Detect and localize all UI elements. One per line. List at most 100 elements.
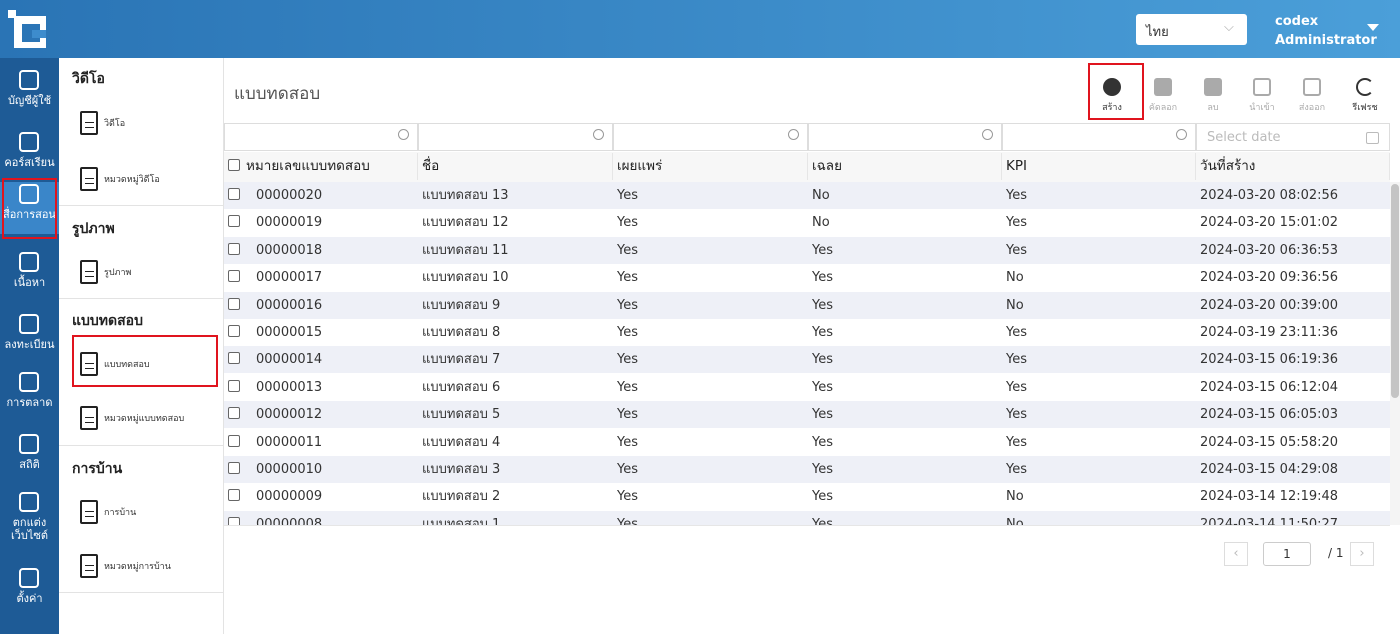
cell-text: 00000010 <box>256 462 323 477</box>
column-header[interactable]: หมายเลขแบบทดสอบ <box>224 153 418 180</box>
row-checkbox[interactable] <box>228 242 240 255</box>
nav-item[interactable]: คอร์สเรียน <box>0 130 59 186</box>
language-label: ไทย <box>1146 25 1169 40</box>
row-checkbox[interactable] <box>228 325 240 337</box>
table-cell: Yes <box>613 429 808 456</box>
table-row[interactable]: 00000019 แบบทดสอบ 12 Yes No Yes 2024-03-20 15… <box>224 209 1390 237</box>
menu-item[interactable]: หมวดหมู่การบ้าน <box>80 549 171 583</box>
row-checkbox[interactable] <box>228 489 240 502</box>
table-cell: 00000014 <box>224 346 418 373</box>
cell-text: Yes <box>1006 242 1027 258</box>
table-row[interactable]: 00000015 แบบทดสอบ 8 Yes Yes Yes 2024-03-19 23… <box>224 319 1390 346</box>
nav-icon <box>19 434 39 454</box>
cell-text: Yes <box>1006 379 1027 395</box>
cell-text: แบบทดสอบ 6 <box>422 379 501 395</box>
toolbar-button[interactable]: คัดลอก <box>1138 78 1188 114</box>
user-menu[interactable]: codex Administrator <box>1275 12 1377 50</box>
select-all-checkbox[interactable] <box>228 159 240 171</box>
nav-item[interactable]: สื่อการสอน <box>0 182 59 234</box>
row-checkbox[interactable] <box>228 434 240 447</box>
row-checkbox[interactable] <box>228 516 240 525</box>
table-cell: แบบทดสอบ 3 <box>418 456 613 483</box>
table-cell: 2024-03-20 09:36:56 <box>1196 264 1390 291</box>
prev-page[interactable]: ‹ <box>1224 542 1248 566</box>
cell-text: Yes <box>617 188 638 203</box>
nav-icon <box>19 492 39 512</box>
column-header[interactable]: เผยแพร่ <box>613 153 808 180</box>
page-title: แบบทดสอบ <box>234 84 321 104</box>
cell-text: Yes <box>812 489 833 505</box>
menu-item[interactable]: วิดีโอ <box>80 106 125 140</box>
row-checkbox[interactable] <box>228 188 240 200</box>
nav-label: บัญชีผู้ใช้ <box>7 94 52 107</box>
nav-item[interactable]: เนื้อหา <box>0 250 59 306</box>
table-cell: Yes <box>613 346 808 373</box>
table-cell: แบบทดสอบ 7 <box>418 346 613 373</box>
toolbar-button[interactable]: สร้าง <box>1087 78 1137 114</box>
menu-label: แบบทดสอบ <box>104 360 150 370</box>
nav-item[interactable]: สถิติ <box>0 432 59 488</box>
cell-text: Yes <box>1006 188 1027 203</box>
toolbar-label: รีเฟรช <box>1352 103 1378 113</box>
table-row[interactable]: 00000009 แบบทดสอบ 2 Yes Yes No 2024-03-14 12:… <box>224 483 1390 511</box>
menu-item[interactable]: รูปภาพ <box>80 255 131 289</box>
table-row[interactable]: 00000020 แบบทดสอบ 13 Yes No Yes 2024-03-20 08… <box>224 182 1390 209</box>
nav-item[interactable]: บัญชีผู้ใช้ <box>0 68 59 124</box>
table-cell: 2024-03-14 12:19:48 <box>1196 483 1390 510</box>
menu-label: การบ้าน <box>104 508 137 518</box>
table-row[interactable]: 00000010 แบบทดสอบ 3 Yes Yes Yes 2024-03-15 04… <box>224 456 1390 483</box>
row-checkbox[interactable] <box>228 352 240 365</box>
table-row[interactable]: 00000017 แบบทดสอบ 10 Yes Yes No 2024-03-20 09… <box>224 264 1390 292</box>
row-checkbox[interactable] <box>228 379 240 392</box>
toolbar-button[interactable]: รีเฟรช <box>1340 78 1390 114</box>
nav-item[interactable]: ตกแต่งเว็บไซต์ <box>0 490 59 546</box>
table-cell: 2024-03-15 06:12:04 <box>1196 374 1390 401</box>
table-row[interactable]: 00000011 แบบทดสอบ 4 Yes Yes Yes 2024-03-15 05… <box>224 428 1390 456</box>
table-cell: 00000008 <box>224 511 418 525</box>
table-row[interactable]: 00000014 แบบทดสอบ 7 Yes Yes Yes 2024-03-15 06… <box>224 346 1390 374</box>
cell-text: 2024-03-15 05:58:20 <box>1200 434 1339 450</box>
row-checkbox[interactable] <box>228 462 240 474</box>
filter-input[interactable] <box>1002 123 1196 151</box>
filter-input[interactable] <box>224 123 418 151</box>
column-header[interactable]: เฉลย <box>808 153 1002 180</box>
page-input[interactable]: 1 <box>1263 542 1311 566</box>
filter-input[interactable] <box>418 123 613 151</box>
table-row[interactable]: 00000016 แบบทดสอบ 9 Yes Yes No 2024-03-20 00:… <box>224 291 1390 319</box>
filter-input[interactable]: Select date <box>1196 123 1390 151</box>
cell-text: Yes <box>812 297 833 313</box>
menu-item[interactable]: หมวดหมู่วิดีโอ <box>80 162 160 196</box>
table-cell: แบบทดสอบ 5 <box>418 401 613 428</box>
cell-text: แบบทดสอบ 7 <box>422 352 501 368</box>
next-page[interactable]: › <box>1350 542 1374 566</box>
nav-item[interactable]: ลงทะเบียน <box>0 312 59 368</box>
row-checkbox[interactable] <box>228 215 240 228</box>
nav-label: ตกแต่งเว็บไซต์ <box>10 516 49 542</box>
nav-item[interactable]: การตลาด <box>0 370 59 426</box>
table-row[interactable]: 00000008 แบบทดสอบ 1 Yes Yes No 2024-03-14 11:… <box>224 510 1390 525</box>
language-select[interactable]: ไทย ⌵ <box>1136 14 1247 45</box>
table-row[interactable]: 00000018 แบบทดสอบ 11 Yes Yes Yes 2024-03-20 0… <box>224 236 1390 264</box>
nav-item[interactable]: ตั้งค่า <box>0 566 59 622</box>
row-checkbox[interactable] <box>228 297 240 310</box>
cell-text: แบบทดสอบ 12 <box>422 215 509 231</box>
filter-input[interactable] <box>613 123 808 151</box>
row-checkbox[interactable] <box>228 407 240 420</box>
column-header[interactable]: KPI <box>1002 153 1196 180</box>
toolbar-button[interactable]: ส่งออก <box>1287 78 1337 114</box>
toolbar-button[interactable]: ลบ <box>1188 78 1238 114</box>
filter-input[interactable] <box>808 123 1002 151</box>
table-row[interactable]: 00000012 แบบทดสอบ 5 Yes Yes Yes 2024-03-15 06… <box>224 401 1390 429</box>
table-cell: Yes <box>1002 237 1196 264</box>
cell-text: Yes <box>1006 352 1027 368</box>
table-row[interactable]: 00000013 แบบทดสอบ 6 Yes Yes Yes 2024-03-15 06… <box>224 373 1390 401</box>
menu-item[interactable]: หมวดหมู่แบบทดสอบ <box>80 401 184 435</box>
menu-item[interactable]: แบบทดสอบ <box>80 347 150 381</box>
toolbar-button[interactable]: นำเข้า <box>1237 78 1287 114</box>
menu-item[interactable]: การบ้าน <box>80 495 136 529</box>
row-checkbox[interactable] <box>228 270 240 283</box>
menu-label: หมวดหมู่วิดีโอ <box>104 175 160 185</box>
table-cell: แบบทดสอบ 9 <box>418 292 613 319</box>
column-header[interactable]: ชื่อ <box>418 153 613 180</box>
table-cell: 2024-03-15 06:05:03 <box>1196 401 1390 428</box>
